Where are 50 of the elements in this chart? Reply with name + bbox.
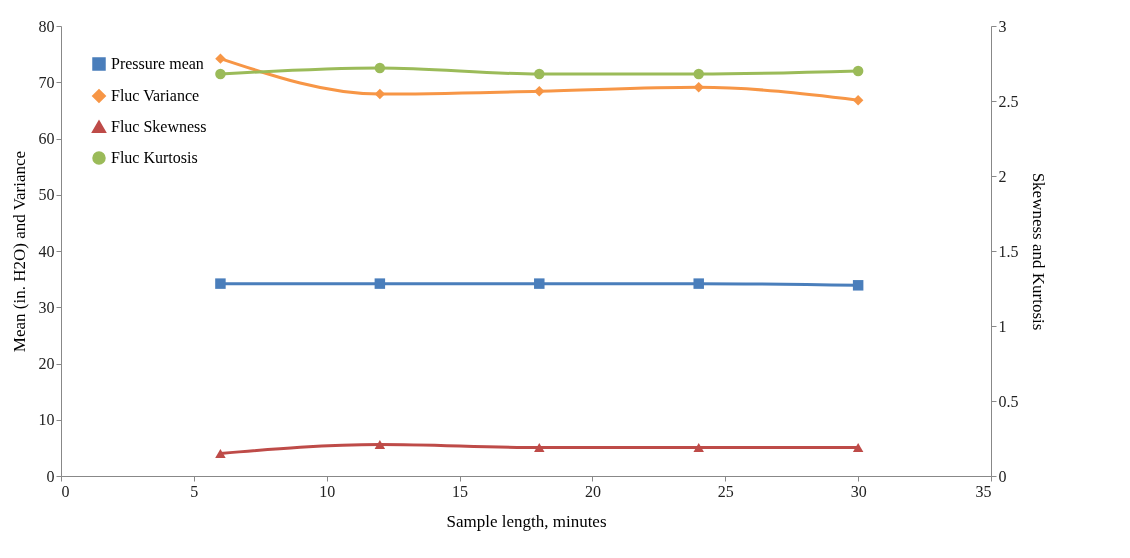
x-tick-label: 15 bbox=[452, 482, 469, 500]
y-tick-label: 70 bbox=[38, 73, 55, 91]
x-tick-label: 25 bbox=[717, 482, 734, 500]
point bbox=[215, 53, 226, 64]
point bbox=[215, 68, 226, 80]
y-tick-label: 10 bbox=[38, 411, 55, 429]
x-tick-label: 30 bbox=[850, 482, 867, 500]
point bbox=[534, 86, 545, 97]
y2-tick-label: 0 bbox=[998, 467, 1007, 485]
x-tick-label: 20 bbox=[584, 482, 601, 500]
y2-tick-label: 2 bbox=[998, 167, 1007, 185]
y-tick-label: 20 bbox=[38, 355, 55, 372]
y2-tick-label: 1.5 bbox=[998, 242, 1019, 260]
x-tick-label: 0 bbox=[61, 482, 70, 500]
point bbox=[534, 442, 545, 453]
y-tick-label: 60 bbox=[38, 130, 55, 147]
legend-label: Fluc Variance bbox=[111, 87, 200, 104]
x-tick-label: 35 bbox=[975, 482, 992, 500]
y-tick-label: 80 bbox=[38, 17, 55, 35]
point bbox=[374, 439, 386, 450]
point bbox=[693, 82, 704, 93]
y2-tick-label: 0.5 bbox=[998, 392, 1019, 410]
y-axis-title: Mean (in. H2O) and Variance bbox=[9, 150, 29, 353]
y-tick-label: 40 bbox=[38, 242, 55, 260]
legend-label: Fluc Skewness bbox=[111, 118, 207, 135]
point bbox=[693, 68, 704, 80]
point bbox=[693, 278, 704, 289]
y-tick-label: 50 bbox=[38, 186, 55, 204]
legend-label: Fluc Kurtosis bbox=[111, 149, 198, 166]
y2-axis-title: Skewness and Kurtosis bbox=[1028, 172, 1048, 331]
point bbox=[215, 448, 226, 459]
point bbox=[374, 62, 386, 74]
point bbox=[534, 278, 545, 289]
point bbox=[693, 442, 704, 453]
y2-tick-label: 3 bbox=[998, 17, 1007, 35]
legend-label: Pressure mean bbox=[111, 55, 204, 72]
point bbox=[852, 280, 864, 291]
y-tick-label: 30 bbox=[38, 298, 55, 316]
x-tick-label: 10 bbox=[319, 482, 336, 500]
point bbox=[215, 278, 226, 289]
point bbox=[852, 95, 864, 106]
point bbox=[374, 278, 386, 289]
x-axis-title: Sample length, minutes bbox=[446, 511, 607, 531]
y-tick-label: 0 bbox=[46, 467, 55, 485]
point bbox=[852, 442, 864, 453]
point bbox=[852, 65, 864, 77]
point bbox=[534, 68, 545, 80]
y2-tick-label: 2.5 bbox=[998, 92, 1019, 110]
y2-tick-label: 1 bbox=[998, 317, 1007, 335]
x-tick-label: 5 bbox=[190, 482, 199, 500]
